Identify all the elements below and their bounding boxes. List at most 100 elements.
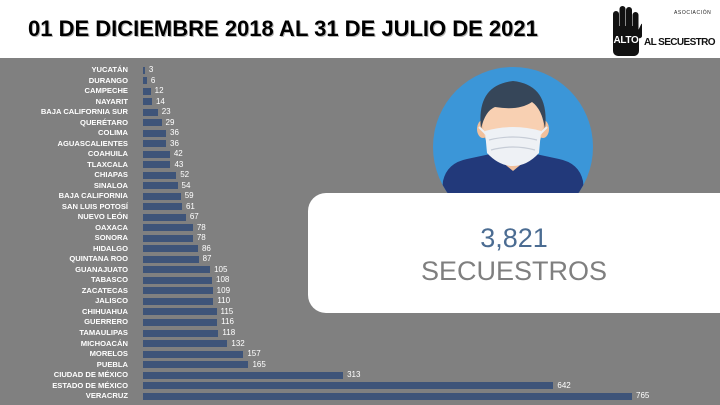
bar-label: TAMAULIPAS: [79, 328, 128, 337]
bar: [143, 287, 213, 295]
bar-label: MICHOACÁN: [80, 338, 128, 348]
bar-value-label: 67: [189, 212, 199, 222]
bar: [143, 392, 632, 400]
bar-label: MORELOS: [89, 349, 128, 359]
bar-value-label: 116: [221, 317, 234, 327]
bar: [143, 119, 162, 127]
bar-value-label: 118: [222, 328, 236, 337]
bar-label: GUANAJUATO: [75, 264, 128, 274]
bar-label: NAYARIT: [95, 96, 128, 106]
bar-label: SINALOA: [93, 180, 128, 190]
logo-name: AL SECUESTRO: [644, 37, 716, 48]
bar: [143, 161, 171, 169]
bar-label: TLAXCALA: [87, 159, 128, 169]
bar-label: CAMPECHE: [84, 86, 128, 96]
page-title: 01 DE DICIEMBRE 2018 AL 31 DE JULIO DE 2…: [28, 16, 538, 41]
bar-value-label: 43: [174, 159, 184, 169]
bar-value-label: 313: [347, 370, 361, 380]
bar-value-label: 78: [196, 222, 206, 232]
hair: [480, 81, 546, 129]
bar-value-label: 3: [148, 65, 154, 74]
bar-value-label: 105: [214, 264, 228, 274]
bar-value-label: 87: [202, 254, 212, 264]
bar: [143, 318, 218, 326]
total-count: 3,821: [480, 223, 548, 253]
bar-label: COAHUILA: [87, 149, 128, 159]
bar-value-label: 14: [155, 96, 165, 106]
bar-value-label: 59: [184, 191, 194, 201]
logo-hand-text: ALTO: [613, 35, 639, 46]
bar: [143, 77, 147, 85]
bar-label: BAJA CALIFORNIA SUR: [40, 107, 128, 117]
bar-label: ZACATECAS: [81, 285, 128, 295]
hand-palm: [613, 26, 639, 56]
bar-label: GUERRERO: [84, 317, 128, 327]
masked-person-icon: [433, 67, 593, 227]
bar: [143, 66, 145, 74]
bar-label: QUERÉTARO: [80, 117, 128, 127]
bar: [143, 350, 244, 358]
bar-label: CIUDAD DE MÉXICO: [53, 370, 128, 380]
bar: [143, 276, 213, 284]
bar: [143, 308, 217, 316]
bar-label: SAN LUIS POTOSÍ: [61, 201, 128, 211]
bar: [143, 329, 219, 337]
bar-value-label: 86: [201, 243, 211, 253]
bar: [143, 129, 166, 137]
bar: [143, 297, 214, 305]
bar: [143, 182, 178, 190]
bar: [143, 213, 186, 221]
bar-label: QUINTANA ROO: [69, 254, 128, 264]
bar-value-label: 108: [216, 275, 230, 285]
logo: ALTO ASOCIACIÓN AL SECUESTRO: [606, 2, 720, 57]
bar-value-label: 52: [180, 170, 190, 180]
bar: [143, 150, 170, 158]
bar: [143, 266, 211, 274]
bar-value-label: 109: [216, 285, 231, 295]
bar-label: JALISCO: [95, 296, 128, 306]
hand-thumb: [636, 23, 642, 39]
raised-hand-icon: [613, 6, 642, 56]
bar-value-label: 115: [220, 306, 234, 316]
mask-fold: [488, 136, 538, 141]
bar-value-label: 165: [252, 359, 266, 369]
bar-value-label: 765: [636, 391, 650, 401]
bar-label: ESTADO DE MÉXICO: [52, 380, 128, 390]
bar: [143, 255, 199, 263]
bar-value-label: 78: [196, 233, 206, 243]
bar-value-label: 61: [185, 201, 195, 211]
bar-label: TABASCO: [91, 275, 128, 285]
bar: [143, 203, 182, 211]
bar-value-label: 54: [181, 180, 191, 190]
bar-label: CHIHUAHUA: [82, 306, 128, 316]
bar-label: NUEVO LEÓN: [77, 212, 128, 222]
bar-label: CHIAPAS: [94, 170, 128, 180]
bar: [143, 192, 181, 200]
bar-value-label: 642: [557, 380, 571, 390]
bar: [143, 87, 151, 95]
bar: [143, 171, 177, 179]
bar-label: PUEBLA: [96, 359, 128, 369]
header: 01 DE DICIEMBRE 2018 AL 31 DE JULIO DE 2…: [0, 0, 720, 58]
bar-label: BAJA CALIFORNIA: [58, 191, 128, 201]
total-card: 3,821 SECUESTROS: [308, 193, 720, 313]
bar-value-label: 29: [165, 117, 175, 127]
bar: [143, 245, 198, 253]
bar-value-label: 36: [170, 128, 179, 138]
bar: [143, 340, 228, 348]
bar-value-label: 6: [150, 75, 156, 85]
bar-value-label: 42: [173, 149, 183, 159]
bar: [143, 224, 193, 232]
bar-label: SONORA: [94, 233, 128, 243]
bar: [143, 234, 193, 242]
total-label: SECUESTROS: [420, 256, 608, 286]
bar-value-label: 23: [161, 107, 171, 117]
mask-fold: [490, 146, 536, 151]
bar-value-label: 12: [154, 86, 164, 96]
bar: [143, 98, 152, 106]
bar-label: YUCATÁN: [91, 65, 128, 74]
bar-label: DURANGO: [88, 75, 128, 85]
bar: [143, 108, 158, 116]
